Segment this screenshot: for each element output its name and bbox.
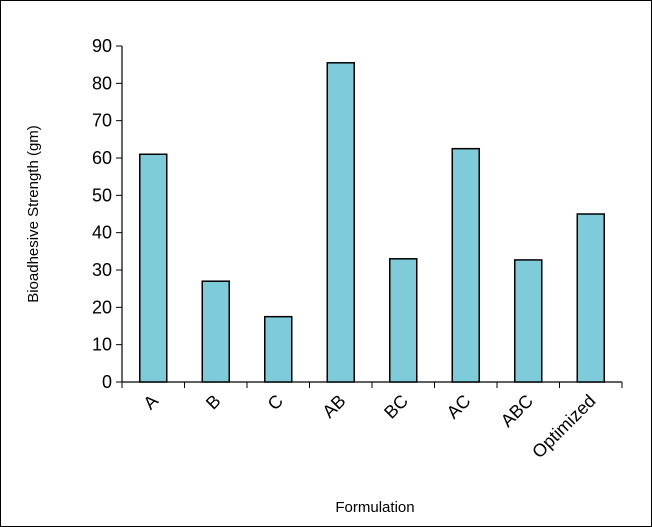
bar-ac (451, 147, 480, 383)
x-tick-label: ABC (497, 391, 537, 431)
x-tick-label: A (139, 391, 162, 414)
y-axis-ticks: 0 10 20 30 40 50 60 70 80 90 (92, 36, 122, 392)
x-tick-label: B (202, 391, 225, 414)
x-tick-label: Optimized (528, 391, 599, 462)
y-tick-label: 60 (92, 148, 112, 168)
bar-b (201, 280, 230, 383)
x-axis-ticks (121, 382, 623, 388)
x-tick-label: AC (443, 391, 475, 423)
bar-a (139, 153, 168, 383)
x-axis-title: Formulation (335, 499, 414, 516)
y-tick-label: 50 (92, 185, 112, 205)
y-tick-label: 20 (92, 297, 112, 317)
x-tick-label: C (264, 391, 287, 414)
bar-optimized (576, 213, 605, 383)
y-tick-label: 80 (92, 73, 112, 93)
bar-c (264, 315, 293, 383)
y-tick-label: 70 (92, 111, 112, 131)
x-tick-label: AB (318, 391, 349, 422)
y-tick-label: 0 (102, 372, 112, 392)
y-axis-title: Bioadhesive Strength (gm) (25, 125, 42, 303)
x-tick-label: BC (380, 391, 412, 423)
bars (139, 62, 605, 383)
bar-bc (389, 258, 418, 383)
y-tick-label: 30 (92, 260, 112, 280)
y-tick-label: 40 (92, 223, 112, 243)
y-tick-label: 10 (92, 335, 112, 355)
bar-abc (514, 259, 543, 383)
bar-ab (326, 62, 355, 383)
y-tick-label: 90 (92, 36, 112, 56)
